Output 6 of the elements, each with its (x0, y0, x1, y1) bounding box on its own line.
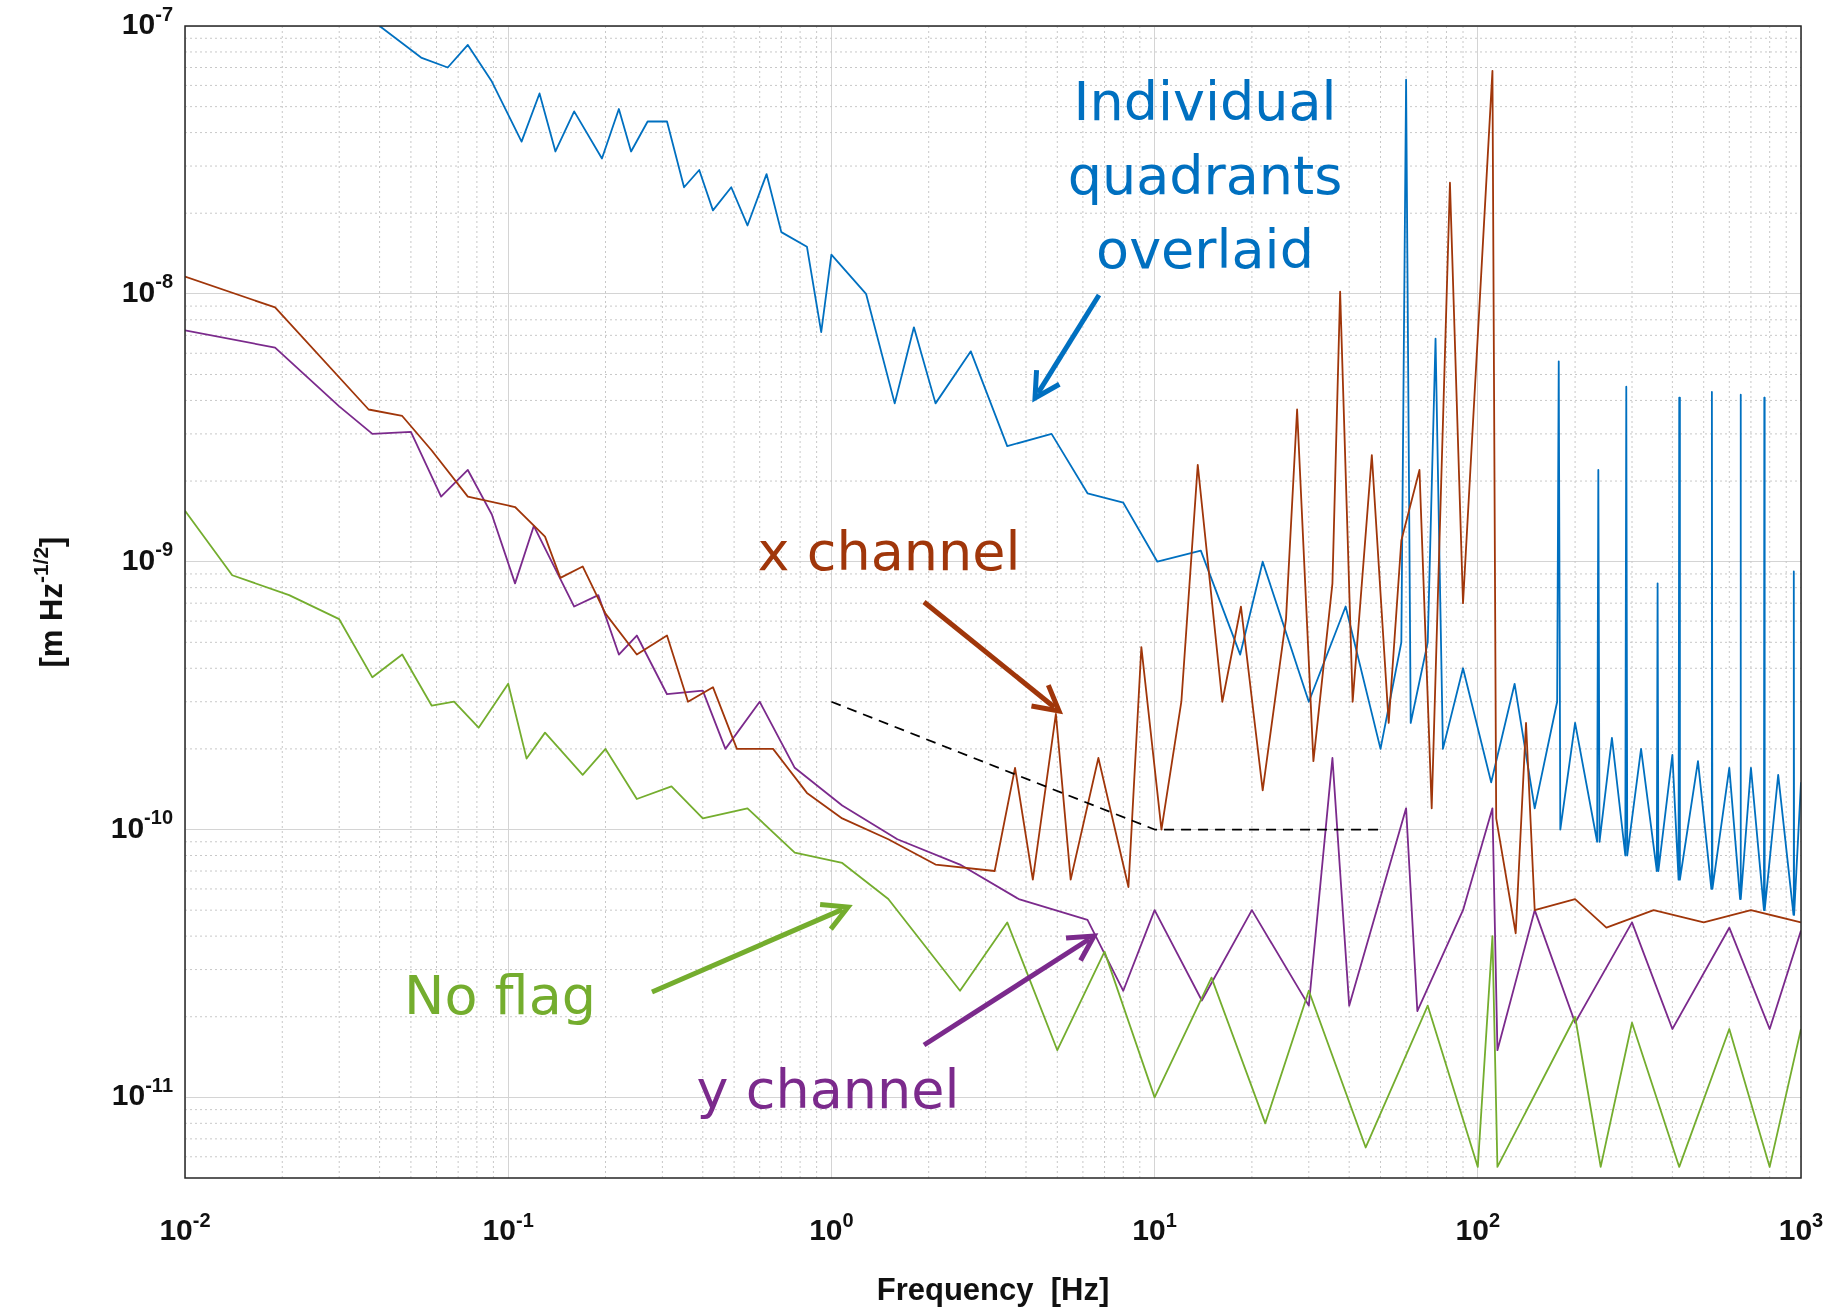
text: No flag (404, 964, 596, 1027)
x-axis-title: Frequency [Hz] (876, 1272, 1110, 1307)
legend-label: y channel (696, 1058, 960, 1121)
y-axis-title: [m Hz-1/2] (29, 536, 69, 668)
series-label: x channel (757, 520, 1021, 583)
series-label: Individual quadrants overlaid (1067, 70, 1343, 281)
